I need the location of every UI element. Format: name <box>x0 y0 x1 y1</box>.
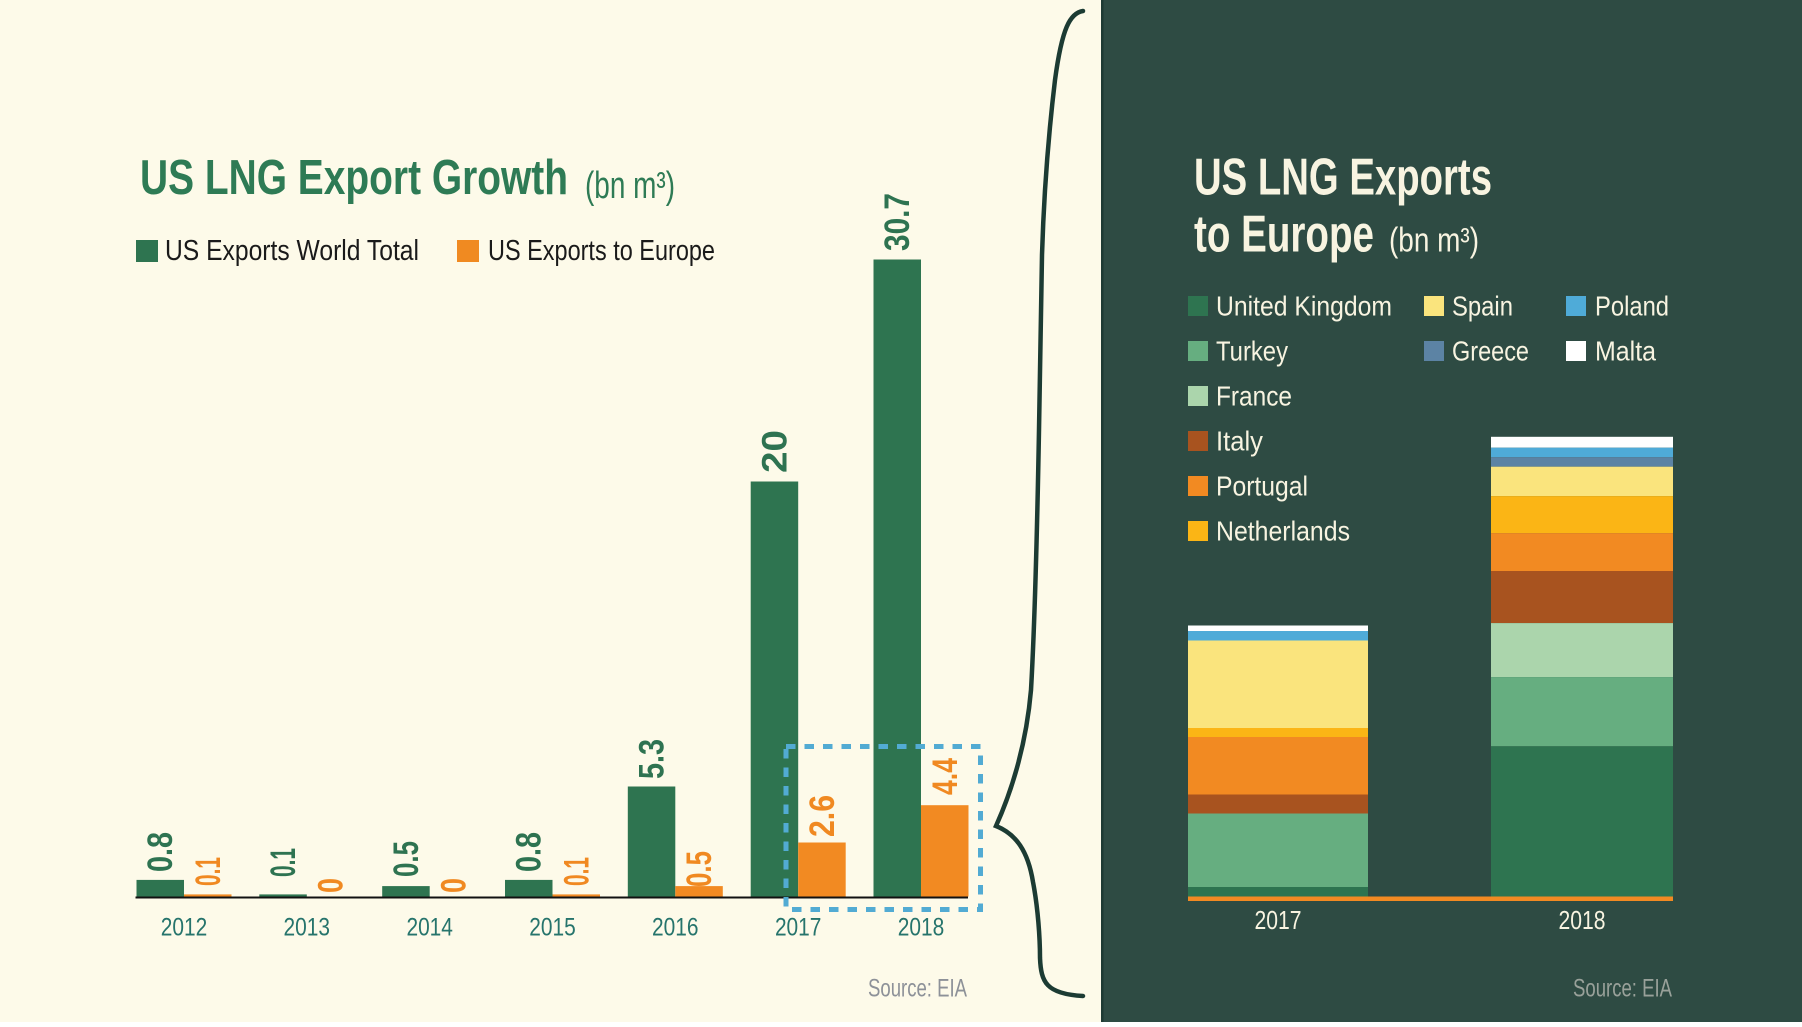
svg-text:US LNG Exports: US LNG Exports <box>1194 149 1492 207</box>
svg-text:Poland: Poland <box>1595 291 1669 322</box>
svg-text:2016: 2016 <box>652 914 699 942</box>
svg-text:2012: 2012 <box>161 914 208 942</box>
svg-text:Source: EIA: Source: EIA <box>1573 975 1672 1003</box>
svg-text:Spain: Spain <box>1452 291 1513 322</box>
svg-text:0.5: 0.5 <box>680 851 719 887</box>
svg-text:4.4: 4.4 <box>926 758 965 795</box>
svg-text:2015: 2015 <box>529 914 576 942</box>
svg-text:5.3: 5.3 <box>633 739 672 779</box>
svg-text:(bn m³): (bn m³) <box>1389 222 1479 260</box>
svg-text:2018: 2018 <box>898 914 945 942</box>
svg-text:2017: 2017 <box>1255 905 1302 935</box>
svg-text:0.8: 0.8 <box>510 832 549 872</box>
svg-text:United Kingdom: United Kingdom <box>1216 291 1392 322</box>
svg-text:0.1: 0.1 <box>264 848 303 877</box>
svg-text:Malta: Malta <box>1595 336 1656 367</box>
svg-text:to Europe: to Europe <box>1194 206 1374 264</box>
svg-text:30.7: 30.7 <box>878 193 917 251</box>
svg-text:2018: 2018 <box>1559 905 1606 935</box>
svg-text:2.6: 2.6 <box>803 795 842 837</box>
svg-text:0.1: 0.1 <box>557 857 596 886</box>
svg-text:(bn m³): (bn m³) <box>585 165 675 207</box>
svg-text:US Exports World Total: US Exports World Total <box>165 235 419 267</box>
svg-text:France: France <box>1216 381 1292 412</box>
svg-text:Turkey: Turkey <box>1216 336 1288 367</box>
svg-text:Source: EIA: Source: EIA <box>868 975 967 1003</box>
svg-text:0.8: 0.8 <box>141 832 180 872</box>
svg-text:0.5: 0.5 <box>387 841 426 877</box>
svg-text:US LNG Export Growth: US LNG Export Growth <box>140 151 568 205</box>
svg-text:Greece: Greece <box>1452 336 1529 367</box>
svg-text:0: 0 <box>312 878 351 893</box>
svg-text:2014: 2014 <box>406 914 453 942</box>
svg-text:Italy: Italy <box>1216 426 1263 457</box>
svg-text:2017: 2017 <box>775 914 822 942</box>
svg-text:Portugal: Portugal <box>1216 471 1308 502</box>
svg-text:0.1: 0.1 <box>189 857 228 886</box>
svg-text:2013: 2013 <box>284 914 331 942</box>
svg-text:0: 0 <box>434 878 473 893</box>
svg-text:US Exports to Europe: US Exports to Europe <box>488 235 715 267</box>
svg-text:20: 20 <box>755 430 794 473</box>
svg-text:Netherlands: Netherlands <box>1216 516 1350 547</box>
